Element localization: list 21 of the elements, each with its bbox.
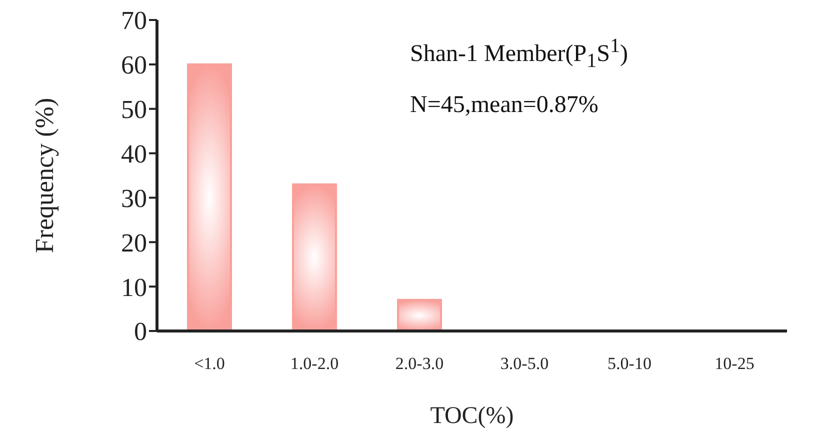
x-tick-label: 1.0-2.0 [290, 354, 339, 374]
x-tick-label: <1.0 [194, 354, 225, 374]
y-tick-label: 30 [121, 184, 147, 213]
y-tick-label: 60 [121, 50, 147, 80]
y-tick-label: 0 [134, 317, 147, 346]
y-tick-label: 40 [121, 140, 147, 169]
y-tick-label: 70 [121, 6, 147, 36]
y-axis-title: Frequency (%) [30, 98, 60, 254]
x-tick-label: 5.0-10 [608, 354, 652, 374]
annotation: Shan-1 Member(P$_{1}$S$^{1}$) [410, 34, 628, 74]
bar [397, 298, 442, 331]
x-tick-label: 10-25 [714, 354, 754, 374]
y-tick-label: 20 [121, 228, 147, 258]
bar [187, 63, 232, 331]
x-tick-label: 2.0-3.0 [395, 354, 444, 374]
x-axis-title: TOC(%) [430, 403, 514, 429]
y-tick-label: 50 [121, 95, 147, 124]
bar [292, 183, 337, 331]
y-tick-label: 10 [121, 272, 147, 302]
annotation: N=45,mean=0.87% [410, 90, 600, 120]
x-tick-label: 3.0-5.0 [500, 354, 549, 374]
